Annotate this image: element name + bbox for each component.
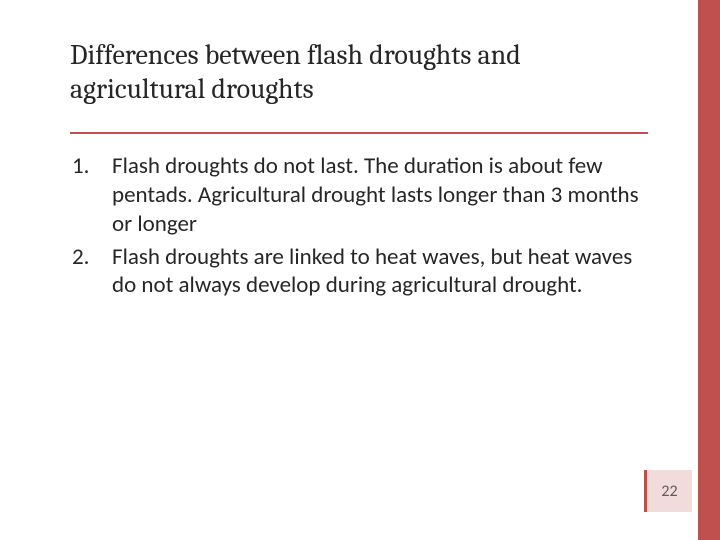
content-area: Differences between flash droughts and a… [0,0,698,540]
side-accent-bar [698,0,720,540]
page-number: 22 [661,482,677,501]
slide-title: Differences between flash droughts and a… [70,38,648,114]
list-text: Flash droughts are linked to heat waves,… [112,243,648,301]
list-number: 2. [70,243,112,272]
body-list: 1. Flash droughts do not last. The durat… [70,152,648,300]
title-underline [70,132,648,134]
list-item: 2. Flash droughts are linked to heat wav… [70,243,648,301]
list-text: Flash droughts do not last. The duration… [112,152,648,238]
list-number: 1. [70,152,112,181]
list-item: 1. Flash droughts do not last. The durat… [70,152,648,238]
page-number-badge: 22 [644,470,692,512]
